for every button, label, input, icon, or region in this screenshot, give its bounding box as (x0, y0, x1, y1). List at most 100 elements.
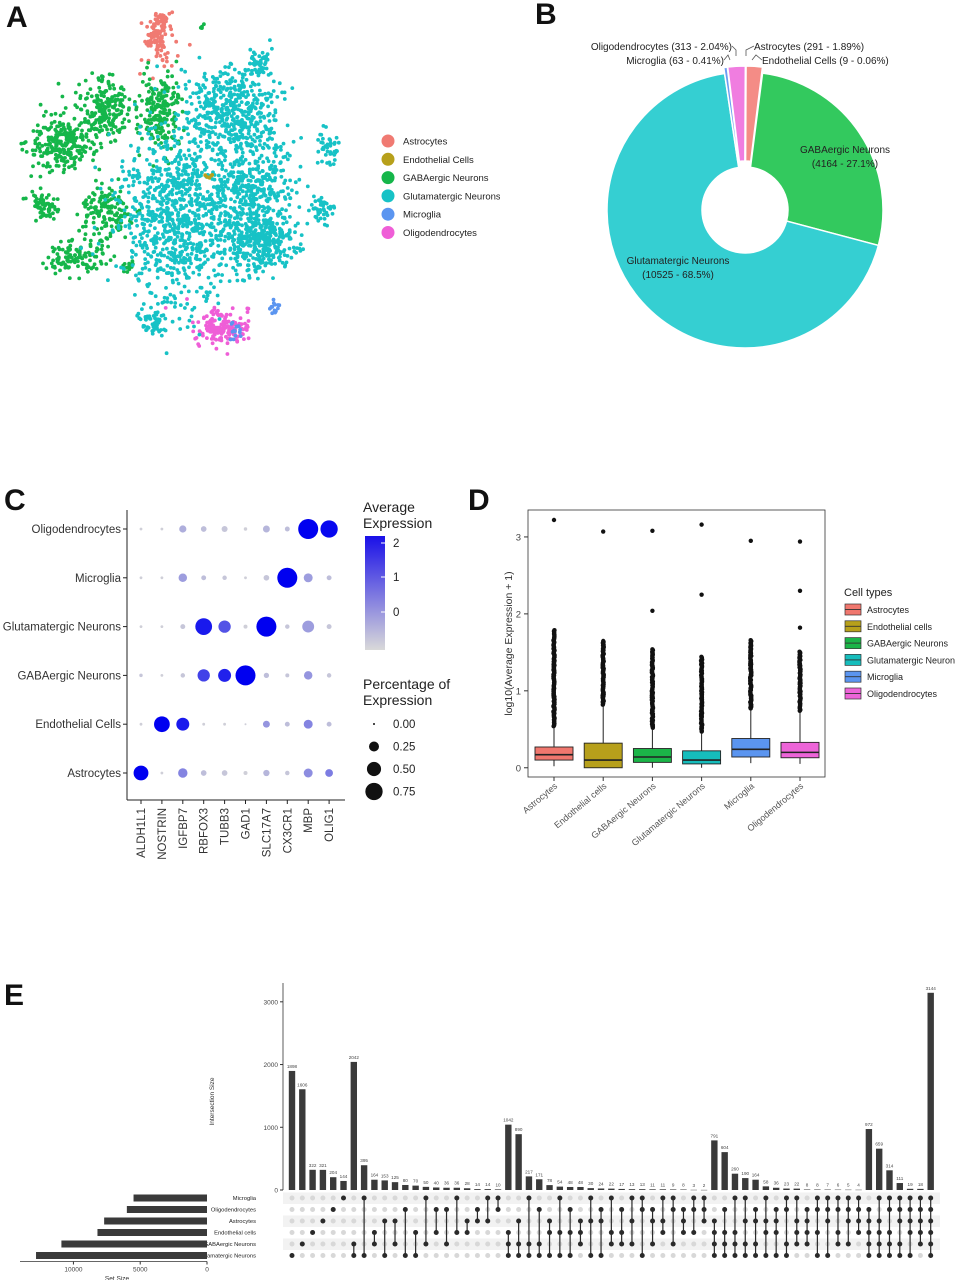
scatter-point (175, 54, 180, 58)
scatter-point (72, 160, 77, 165)
scatter-point (159, 39, 164, 44)
scatter-point (194, 289, 199, 294)
matrix-dot (691, 1253, 697, 1258)
scatter-point (138, 243, 143, 248)
scatter-point (190, 179, 195, 184)
scatter-point (252, 245, 257, 250)
scatter-point (192, 305, 197, 310)
pie-label: (10525 - 68.5%) (642, 270, 714, 281)
scatter-point (175, 100, 180, 105)
scatter-point (211, 225, 216, 230)
legend-title: Cell types (844, 587, 893, 599)
scatter-point (253, 82, 257, 87)
scatter-point (269, 229, 274, 233)
dot (160, 576, 164, 580)
matrix-dot (629, 1253, 635, 1258)
scatter-point (264, 261, 269, 266)
scatter-point (179, 189, 184, 194)
scatter-point (98, 186, 103, 191)
dot (263, 574, 270, 581)
scatter-point (252, 223, 257, 228)
intersection-label: 50 (423, 1180, 429, 1185)
intersection-bar (381, 1180, 388, 1190)
scatter-point (165, 205, 170, 210)
scatter-point (248, 84, 253, 89)
scatter-point (153, 141, 158, 145)
scatter-point (122, 117, 127, 122)
scatter-point (38, 149, 43, 154)
dot (263, 672, 270, 679)
scatter-point (208, 238, 213, 243)
scatter-point (205, 189, 210, 194)
scatter-point (147, 89, 151, 94)
scatter-point (58, 149, 63, 154)
scatter-point (182, 125, 186, 130)
scatter-point (227, 136, 231, 141)
scatter-point (98, 141, 103, 146)
scatter-point (53, 207, 58, 212)
scatter-point (223, 183, 228, 188)
matrix-dot (413, 1195, 419, 1201)
intersection-label: 8 (806, 1182, 809, 1187)
scatter-point (176, 210, 181, 215)
scatter-point (321, 212, 326, 217)
scatter-point (319, 201, 323, 206)
scatter-point (42, 206, 46, 211)
scatter-cluster-10 (41, 228, 117, 281)
scatter-point (152, 242, 156, 247)
scatter-point (216, 191, 221, 196)
scatter-point (217, 327, 222, 332)
scatter-point (119, 85, 124, 89)
matrix-dot (464, 1241, 470, 1247)
scatter-point (167, 111, 172, 116)
scatter-point (169, 252, 174, 257)
scatter-point (36, 161, 41, 166)
scatter-point (86, 206, 91, 211)
scatter-point (159, 116, 163, 121)
intersection-bar (577, 1186, 584, 1190)
scatter-point (152, 22, 156, 27)
scatter-point (20, 147, 25, 152)
scatter-point (29, 174, 34, 179)
scatter-point (190, 157, 195, 162)
dot (201, 575, 207, 581)
matrix-dot (866, 1195, 872, 1201)
scatter-point (142, 180, 147, 185)
scatter-point (215, 76, 220, 81)
scatter-point (107, 72, 112, 77)
dot (218, 620, 231, 633)
scatter-point (225, 122, 230, 127)
scatter-point (148, 136, 153, 141)
scatter-point (293, 180, 298, 185)
scatter-point (190, 320, 195, 325)
scatter-point (95, 93, 100, 98)
scatter-point (186, 289, 191, 294)
scatter-point (154, 18, 159, 22)
scatter-point (134, 126, 139, 131)
scatter-point (203, 94, 208, 98)
set-size-bar (36, 1252, 208, 1259)
scatter-point (64, 250, 69, 255)
scatter-point (160, 300, 165, 305)
scatter-point (224, 319, 229, 324)
scatter-point (246, 263, 251, 268)
scatter-point (155, 275, 160, 280)
scatter-point (48, 212, 52, 217)
scatter-point (263, 91, 267, 96)
dot (200, 526, 207, 532)
scatter-point (173, 248, 178, 252)
scatter-point (169, 146, 174, 151)
scatter-point (195, 225, 200, 229)
intersection-bar (731, 1173, 739, 1190)
scatter-point (221, 322, 226, 327)
scatter-point (184, 203, 189, 208)
scatter-point (156, 179, 161, 184)
scatter-point (260, 50, 265, 55)
scatter-point (152, 321, 157, 326)
scatter-point (195, 178, 199, 183)
scatter-point (193, 336, 198, 341)
scatter-point (266, 250, 271, 255)
scatter-point (235, 259, 239, 264)
scatter-point (222, 175, 227, 179)
scatter-point (218, 70, 223, 74)
